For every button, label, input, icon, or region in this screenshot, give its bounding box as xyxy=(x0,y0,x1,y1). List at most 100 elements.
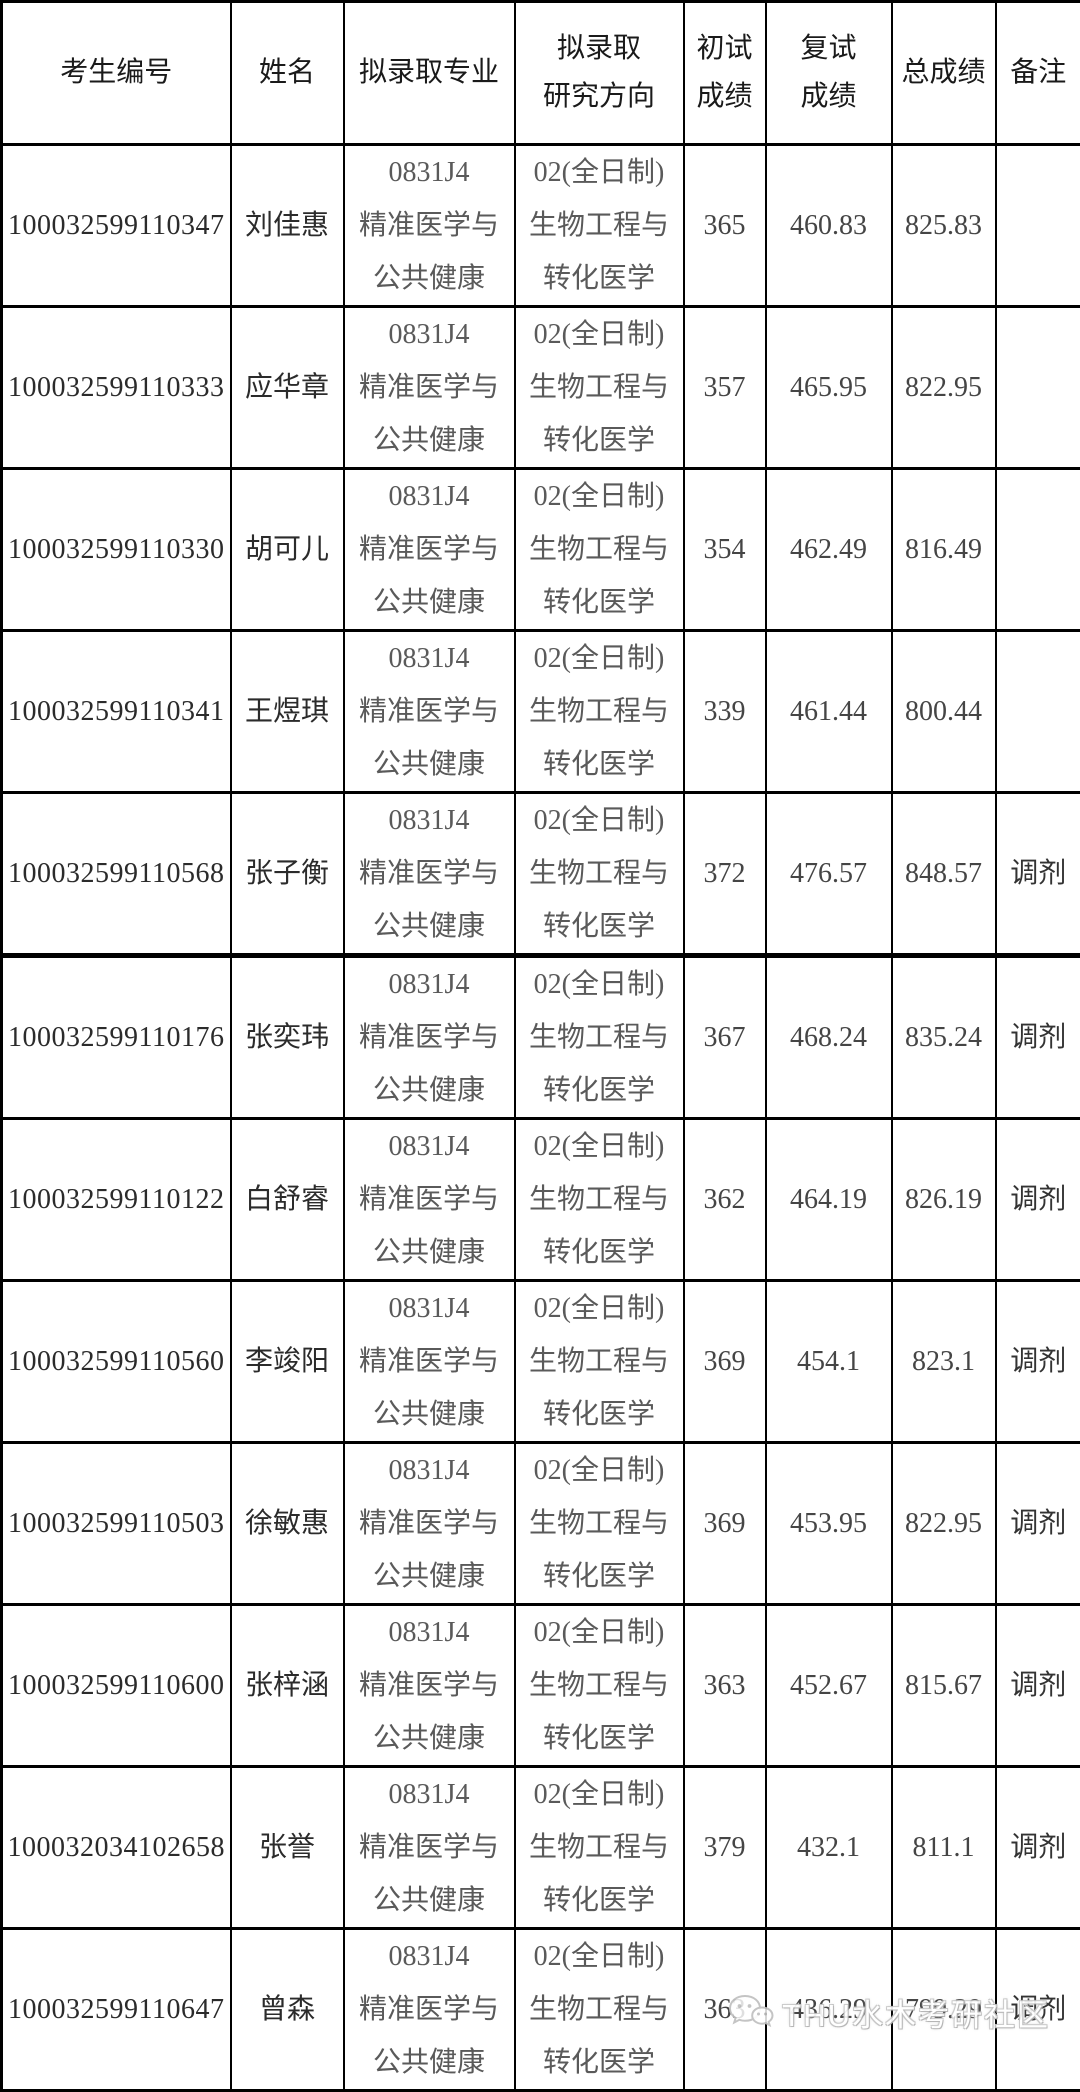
total-score-cell: 835.24 xyxy=(892,956,996,1119)
remark-cell xyxy=(996,307,1080,469)
total-score-cell: 848.57 xyxy=(892,793,996,956)
initial-score-cell: 357 xyxy=(684,307,766,469)
header-major: 拟录取专业 xyxy=(344,2,515,145)
name-cell: 张誉 xyxy=(231,1767,344,1929)
initial-score-cell: 363 xyxy=(684,1605,766,1767)
total-score-cell: 822.95 xyxy=(892,307,996,469)
research-direction-cell: 02(全日制) 生物工程与 转化医学 xyxy=(515,307,684,469)
header-research-direction: 拟录取 研究方向 xyxy=(515,2,684,145)
table-header: 考生编号 姓名 拟录取专业 拟录取 研究方向 初试 成绩 复试 成绩 总成绩 备… xyxy=(2,2,1080,145)
candidate-id-cell: 100032599110600 xyxy=(2,1605,231,1767)
initial-score-cell: 369 xyxy=(684,1443,766,1605)
research-direction-cell: 02(全日制) 生物工程与 转化医学 xyxy=(515,1119,684,1281)
total-score-cell: 822.95 xyxy=(892,1443,996,1605)
research-direction-cell: 02(全日制) 生物工程与 转化医学 xyxy=(515,793,684,956)
table-row: 100032034102658 张誉 0831J4 精准医学与 公共健康 02(… xyxy=(2,1767,1080,1929)
research-direction-cell: 02(全日制) 生物工程与 转化医学 xyxy=(515,1767,684,1929)
candidate-id-cell: 100032034102658 xyxy=(2,1767,231,1929)
major-cell: 0831J4 精准医学与 公共健康 xyxy=(344,469,515,631)
research-direction-cell: 02(全日制) 生物工程与 转化医学 xyxy=(515,469,684,631)
initial-score-cell: 339 xyxy=(684,631,766,793)
candidate-id-cell: 100032599110333 xyxy=(2,307,231,469)
initial-score-cell: 363 xyxy=(684,1929,766,2091)
total-score-cell: 815.67 xyxy=(892,1605,996,1767)
remark-cell xyxy=(996,631,1080,793)
name-cell: 张子衡 xyxy=(231,793,344,956)
retest-score-cell: 453.95 xyxy=(766,1443,892,1605)
initial-score-cell: 372 xyxy=(684,793,766,956)
table-row: 100032599110341 王煜琪 0831J4 精准医学与 公共健康 02… xyxy=(2,631,1080,793)
retest-score-cell: 465.95 xyxy=(766,307,892,469)
candidate-id-cell: 100032599110568 xyxy=(2,793,231,956)
total-score-cell: 823.1 xyxy=(892,1281,996,1443)
remark-cell: 调剂 xyxy=(996,1929,1080,2091)
remark-cell: 调剂 xyxy=(996,1605,1080,1767)
retest-score-cell: 460.83 xyxy=(766,145,892,307)
major-cell: 0831J4 精准医学与 公共健康 xyxy=(344,1443,515,1605)
table-row: 100032599110600 张梓涵 0831J4 精准医学与 公共健康 02… xyxy=(2,1605,1080,1767)
name-cell: 王煜琪 xyxy=(231,631,344,793)
total-score-cell: 811.1 xyxy=(892,1767,996,1929)
table-row: 100032599110330 胡可儿 0831J4 精准医学与 公共健康 02… xyxy=(2,469,1080,631)
table-row: 100032599110122 白舒睿 0831J4 精准医学与 公共健康 02… xyxy=(2,1119,1080,1281)
major-cell: 0831J4 精准医学与 公共健康 xyxy=(344,1119,515,1281)
retest-score-cell: 464.19 xyxy=(766,1119,892,1281)
research-direction-cell: 02(全日制) 生物工程与 转化医学 xyxy=(515,1443,684,1605)
total-score-cell: 825.83 xyxy=(892,145,996,307)
table-body: 100032599110347 刘佳惠 0831J4 精准医学与 公共健康 02… xyxy=(2,145,1080,2091)
table-row: 100032599110560 李竣阳 0831J4 精准医学与 公共健康 02… xyxy=(2,1281,1080,1443)
major-cell: 0831J4 精准医学与 公共健康 xyxy=(344,1605,515,1767)
name-cell: 应华章 xyxy=(231,307,344,469)
candidate-id-cell: 100032599110330 xyxy=(2,469,231,631)
major-cell: 0831J4 精准医学与 公共健康 xyxy=(344,956,515,1119)
table-row: 100032599110347 刘佳惠 0831J4 精准医学与 公共健康 02… xyxy=(2,145,1080,307)
total-score-cell: 799.29 xyxy=(892,1929,996,2091)
name-cell: 李竣阳 xyxy=(231,1281,344,1443)
major-cell: 0831J4 精准医学与 公共健康 xyxy=(344,1929,515,2091)
remark-cell: 调剂 xyxy=(996,1281,1080,1443)
retest-score-cell: 461.44 xyxy=(766,631,892,793)
total-score-cell: 800.44 xyxy=(892,631,996,793)
table-row: 100032599110503 徐敏惠 0831J4 精准医学与 公共健康 02… xyxy=(2,1443,1080,1605)
research-direction-cell: 02(全日制) 生物工程与 转化医学 xyxy=(515,631,684,793)
research-direction-cell: 02(全日制) 生物工程与 转化医学 xyxy=(515,1929,684,2091)
retest-score-cell: 454.1 xyxy=(766,1281,892,1443)
retest-score-cell: 476.57 xyxy=(766,793,892,956)
table-row: 100032599110647 曾森 0831J4 精准医学与 公共健康 02(… xyxy=(2,1929,1080,2091)
candidate-id-cell: 100032599110503 xyxy=(2,1443,231,1605)
header-retest-score: 复试 成绩 xyxy=(766,2,892,145)
research-direction-cell: 02(全日制) 生物工程与 转化医学 xyxy=(515,145,684,307)
retest-score-cell: 462.49 xyxy=(766,469,892,631)
name-cell: 张梓涵 xyxy=(231,1605,344,1767)
name-cell: 胡可儿 xyxy=(231,469,344,631)
header-initial-score: 初试 成绩 xyxy=(684,2,766,145)
research-direction-cell: 02(全日制) 生物工程与 转化医学 xyxy=(515,1605,684,1767)
initial-score-cell: 365 xyxy=(684,145,766,307)
candidate-id-cell: 100032599110560 xyxy=(2,1281,231,1443)
candidate-id-cell: 100032599110122 xyxy=(2,1119,231,1281)
remark-cell xyxy=(996,145,1080,307)
header-total-score: 总成绩 xyxy=(892,2,996,145)
major-cell: 0831J4 精准医学与 公共健康 xyxy=(344,145,515,307)
remark-cell: 调剂 xyxy=(996,1119,1080,1281)
total-score-cell: 826.19 xyxy=(892,1119,996,1281)
name-cell: 白舒睿 xyxy=(231,1119,344,1281)
major-cell: 0831J4 精准医学与 公共健康 xyxy=(344,1767,515,1929)
name-cell: 张奕玮 xyxy=(231,956,344,1119)
remark-cell: 调剂 xyxy=(996,793,1080,956)
initial-score-cell: 362 xyxy=(684,1119,766,1281)
name-cell: 曾森 xyxy=(231,1929,344,2091)
retest-score-cell: 452.67 xyxy=(766,1605,892,1767)
major-cell: 0831J4 精准医学与 公共健康 xyxy=(344,631,515,793)
candidate-id-cell: 100032599110176 xyxy=(2,956,231,1119)
header-remark: 备注 xyxy=(996,2,1080,145)
header-name: 姓名 xyxy=(231,2,344,145)
initial-score-cell: 369 xyxy=(684,1281,766,1443)
initial-score-cell: 367 xyxy=(684,956,766,1119)
table-row: 100032599110333 应华章 0831J4 精准医学与 公共健康 02… xyxy=(2,307,1080,469)
initial-score-cell: 379 xyxy=(684,1767,766,1929)
major-cell: 0831J4 精准医学与 公共健康 xyxy=(344,307,515,469)
major-cell: 0831J4 精准医学与 公共健康 xyxy=(344,1281,515,1443)
